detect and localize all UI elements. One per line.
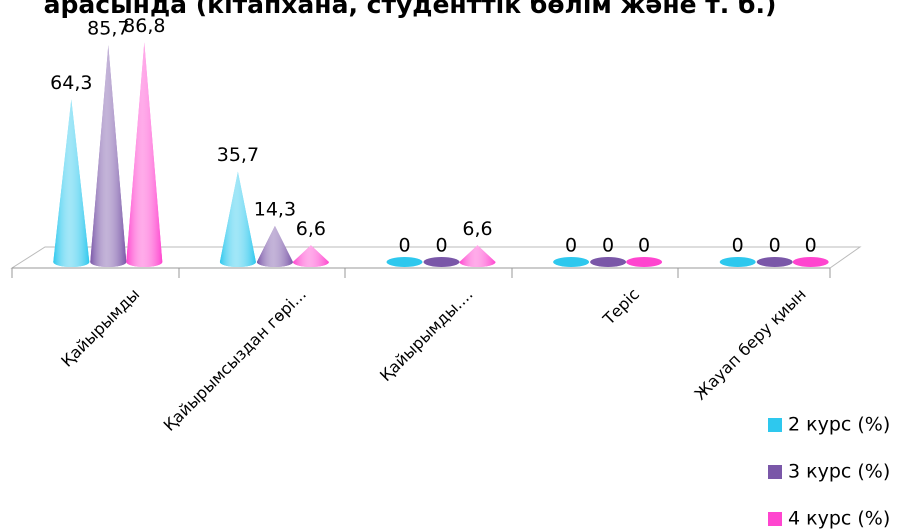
value-label: 14,3	[254, 198, 296, 220]
cone	[590, 257, 627, 267]
x-tick-label: Қайырымды....	[376, 285, 476, 385]
value-label: 0	[602, 235, 614, 257]
cone	[423, 257, 460, 267]
legend-swatch	[768, 418, 782, 432]
cone-shade	[256, 225, 293, 267]
cone-shade	[459, 245, 496, 267]
value-label: 6,6	[296, 218, 326, 240]
value-label: 0	[638, 235, 650, 257]
value-label: 86,8	[123, 15, 165, 37]
cone	[553, 257, 590, 267]
value-label: 0	[565, 235, 577, 257]
cone-shade	[219, 171, 256, 267]
cone-shade	[126, 42, 163, 268]
legend-label: 3 курс (%)	[788, 461, 890, 483]
x-axis-ticks	[11, 267, 831, 278]
cone	[792, 257, 829, 267]
x-tick-label: Қайырымсыздан гөрі...	[160, 285, 310, 435]
value-label: 64,3	[50, 72, 92, 94]
cone-shade	[90, 45, 127, 267]
value-label: 0	[769, 235, 781, 257]
cone	[719, 257, 756, 267]
legend-label: 2 курс (%)	[788, 414, 890, 436]
legend-swatch	[768, 465, 782, 479]
value-label: 0	[805, 235, 817, 257]
chart-title: арасында (кітапхана, студенттік бөлім жә…	[44, 0, 777, 19]
x-tick-label: Теріс	[599, 285, 644, 330]
value-label: 85,7	[87, 18, 129, 40]
cone-shade	[53, 99, 90, 267]
legend-label: 4 курс (%)	[788, 508, 890, 530]
value-label: 0	[398, 235, 410, 257]
value-label: 6,6	[462, 218, 492, 240]
cone	[626, 257, 663, 267]
value-label: 35,7	[217, 144, 259, 166]
value-label: 0	[435, 235, 447, 257]
cone-shade	[292, 245, 329, 267]
x-tick-label: Жауап беру қиын	[691, 285, 810, 404]
value-label: 0	[732, 235, 744, 257]
legend-swatch	[768, 512, 782, 526]
x-tick-label: Қайырымды	[57, 285, 143, 371]
cone	[386, 257, 423, 267]
cone	[756, 257, 793, 267]
